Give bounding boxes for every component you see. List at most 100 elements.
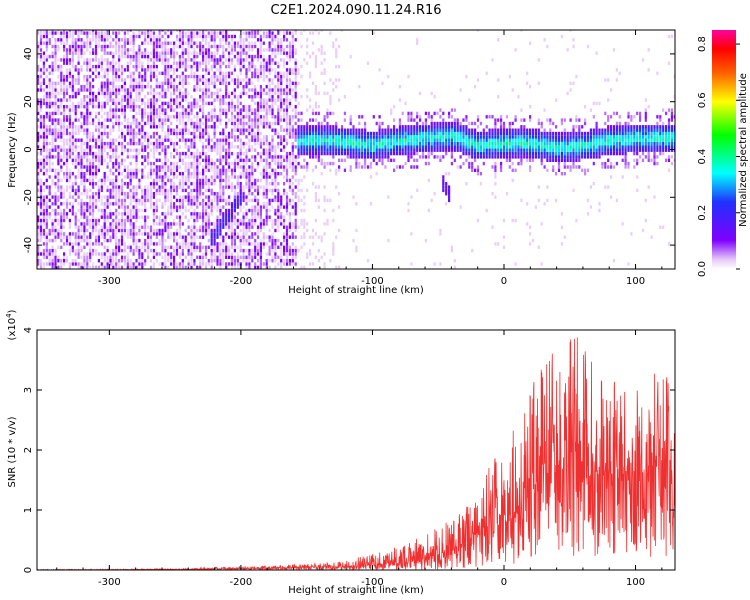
spectrogram-cell bbox=[132, 141, 135, 146]
spectrogram-cell bbox=[167, 259, 170, 263]
spectrogram-cell bbox=[236, 235, 239, 239]
spectrogram-cell bbox=[228, 141, 231, 146]
spectrogram-cell bbox=[92, 105, 95, 109]
spectrogram-cell bbox=[39, 68, 43, 72]
spectrogram-cell bbox=[320, 172, 323, 176]
spectrogram-cell bbox=[285, 158, 289, 162]
spectrogram-cell bbox=[216, 115, 219, 119]
spectrogram-cell bbox=[254, 34, 257, 39]
spectrogram-cell bbox=[147, 34, 150, 39]
spectrogram-cell bbox=[225, 161, 228, 166]
spectrogram-cell bbox=[245, 71, 248, 75]
spectrogram-cell bbox=[265, 259, 268, 263]
spectrogram-cell bbox=[196, 115, 199, 119]
spectrogram-cell bbox=[115, 31, 118, 35]
spectrogram-cell bbox=[222, 222, 225, 226]
spectrogram-cell bbox=[45, 161, 48, 166]
spectrogram-cell bbox=[175, 245, 179, 249]
spectrogram-cell bbox=[280, 198, 283, 203]
spectrogram-cell bbox=[158, 262, 161, 266]
spectrogram-cell bbox=[86, 208, 89, 213]
spectrogram-cell bbox=[80, 235, 83, 239]
spectrogram-cell bbox=[71, 41, 74, 45]
spectrogram-cell bbox=[352, 138, 355, 142]
spectrogram-cell bbox=[196, 41, 199, 45]
spectrogram-cell bbox=[138, 95, 141, 99]
spectrogram-cell bbox=[39, 54, 43, 59]
spectrogram-cell bbox=[265, 68, 268, 72]
spectrogram-cell bbox=[254, 141, 257, 146]
spectrogram-cell bbox=[239, 245, 242, 249]
spectrogram-cell bbox=[39, 232, 43, 236]
spectrogram-cell bbox=[152, 135, 155, 139]
spectrogram-cell bbox=[309, 71, 312, 75]
spectrogram-cell bbox=[118, 125, 121, 129]
spectrogram-cell bbox=[51, 208, 54, 213]
spectrogram-cell bbox=[112, 262, 115, 266]
spectrogram-cell bbox=[285, 198, 289, 203]
spectrogram-cell bbox=[118, 141, 121, 146]
spectrogram-cell bbox=[329, 125, 332, 129]
spectrogram-cell bbox=[323, 58, 326, 62]
spectrogram-cell bbox=[332, 245, 335, 249]
spectrogram-cell bbox=[51, 44, 54, 49]
spectrogram-cell bbox=[225, 212, 228, 216]
spectrogram-cell bbox=[132, 131, 135, 136]
spectrogram-cell bbox=[138, 148, 141, 152]
spectrogram-cell bbox=[115, 192, 118, 196]
spectrogram-cell bbox=[265, 108, 268, 112]
spectrogram-cell bbox=[259, 74, 262, 79]
spectrogram-cell bbox=[54, 138, 57, 142]
spectrogram-cell bbox=[225, 168, 228, 172]
spectrogram-cell bbox=[216, 118, 219, 122]
spectrogram-cell bbox=[89, 165, 92, 169]
spectrogram-cell bbox=[265, 208, 268, 213]
spectrogram-cell bbox=[147, 158, 150, 162]
spectrogram-cell bbox=[233, 255, 236, 259]
spectrogram-cell bbox=[68, 168, 71, 172]
spectrogram-cell bbox=[239, 34, 242, 39]
spectrogram-cell bbox=[216, 51, 219, 55]
spectrogram-cell bbox=[248, 54, 251, 59]
spectrogram-cell bbox=[42, 161, 45, 166]
spectrogram-cell bbox=[83, 228, 86, 233]
spectrogram-cell bbox=[283, 111, 286, 116]
spectrogram-cell bbox=[112, 51, 115, 55]
spectrogram-cell bbox=[219, 95, 222, 99]
spectrogram-cell bbox=[291, 235, 294, 239]
spectrogram-cell bbox=[225, 64, 228, 69]
spectrogram-cell bbox=[196, 34, 199, 39]
spectrogram-cell bbox=[248, 228, 251, 233]
spectrogram-cell bbox=[89, 115, 92, 119]
spectrogram-cell bbox=[329, 128, 332, 132]
spectrogram-cell bbox=[144, 228, 147, 233]
spectrogram-cell bbox=[71, 44, 74, 49]
spectrogram-cell bbox=[314, 85, 317, 89]
spectrogram-cell bbox=[245, 208, 248, 213]
spectrogram-cell bbox=[303, 235, 306, 239]
spectrogram-cell bbox=[259, 259, 262, 263]
spectrogram-cell bbox=[225, 172, 228, 176]
spectrogram-cell bbox=[343, 145, 346, 149]
spectrogram-cell bbox=[251, 41, 254, 45]
spectrogram-cell bbox=[271, 168, 274, 172]
spectrogram-cell bbox=[277, 188, 280, 193]
spectrogram-cell bbox=[48, 95, 51, 99]
spectrogram-cell bbox=[149, 225, 153, 229]
spectrogram-cell bbox=[77, 145, 80, 149]
spectrogram-cell bbox=[68, 61, 71, 65]
spectrogram-cell bbox=[288, 225, 291, 229]
spectrogram-cell bbox=[118, 58, 121, 62]
spectrogram-cell bbox=[280, 85, 283, 89]
spectrogram-cell bbox=[138, 245, 141, 249]
spectrogram-cell bbox=[92, 145, 95, 149]
spectrogram-cell bbox=[132, 192, 135, 196]
spectrogram-cell bbox=[202, 212, 205, 216]
spectrogram-cell bbox=[112, 74, 115, 79]
spectrogram-cell bbox=[338, 165, 341, 169]
spectrogram-cell bbox=[115, 202, 118, 206]
spectrogram-cell bbox=[335, 151, 338, 156]
spectrogram-cell bbox=[68, 185, 71, 189]
spectrogram-cell bbox=[39, 101, 43, 106]
spectrogram-cell bbox=[173, 48, 176, 52]
